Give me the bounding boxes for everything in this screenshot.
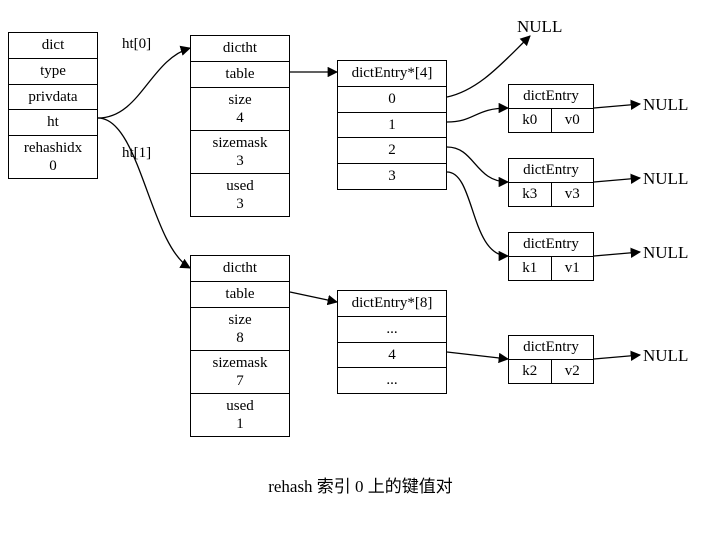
dict-entry-2-title: dictEntry [509, 336, 593, 360]
dictht-1-size: size 8 [191, 308, 289, 351]
rehashidx-label: rehashidx [24, 140, 82, 156]
dict-entry-3: dictEntry k3 v3 [508, 158, 594, 207]
dict-field-privdata: privdata [9, 85, 97, 111]
dict-entry-3-val: v3 [552, 183, 594, 206]
null-label-e2: NULL [643, 346, 688, 366]
null-label-e0: NULL [643, 95, 688, 115]
dictht-0-table: table [191, 62, 289, 88]
dictht-0-size: size 4 [191, 88, 289, 131]
dict-entry-0-title: dictEntry [509, 85, 593, 109]
dict-entry-1-key: k1 [509, 257, 552, 280]
null-label-top: NULL [517, 17, 562, 37]
dict-entry-3-key: k3 [509, 183, 552, 206]
dict-node: dict type privdata ht rehashidx 0 [8, 32, 98, 179]
entry-array-0-title: dictEntry*[4] [338, 61, 446, 87]
dictht-0-title: dictht [191, 36, 289, 62]
dict-entry-1-title: dictEntry [509, 233, 593, 257]
entry-array-0-slot-2: 2 [338, 138, 446, 164]
dict-entry-0: dictEntry k0 v0 [508, 84, 594, 133]
rehashidx-value: 0 [49, 158, 57, 174]
null-label-e1: NULL [643, 243, 688, 263]
dict-entry-1-val: v1 [552, 257, 594, 280]
dict-title: dict [9, 33, 97, 59]
dictht-0-node: dictht table size 4 sizemask 3 used 3 [190, 35, 290, 217]
edge-label-ht1: ht[1] [122, 145, 151, 162]
dict-entry-0-val: v0 [552, 109, 594, 132]
dictht-1-title: dictht [191, 256, 289, 282]
dictht-0-sizemask: sizemask 3 [191, 131, 289, 174]
dictht-1-node: dictht table size 8 sizemask 7 used 1 [190, 255, 290, 437]
dictht-1-table: table [191, 282, 289, 308]
dict-entry-1: dictEntry k1 v1 [508, 232, 594, 281]
null-label-e3: NULL [643, 169, 688, 189]
dict-entry-0-key: k0 [509, 109, 552, 132]
entry-array-1-slot-2: ... [338, 368, 446, 393]
dict-entry-2: dictEntry k2 v2 [508, 335, 594, 384]
dict-entry-3-title: dictEntry [509, 159, 593, 183]
entry-array-1-slot-1: 4 [338, 343, 446, 369]
dict-field-ht: ht [9, 110, 97, 136]
edge-label-ht0: ht[0] [122, 36, 151, 53]
dictht-1-sizemask: sizemask 7 [191, 351, 289, 394]
dict-entry-2-val: v2 [552, 360, 594, 383]
entry-array-1-title: dictEntry*[8] [338, 291, 446, 317]
entry-array-0-slot-1: 1 [338, 113, 446, 139]
entry-array-1-slot-0: ... [338, 317, 446, 343]
entry-array-1-node: dictEntry*[8] ... 4 ... [337, 290, 447, 394]
dictht-1-used: used 1 [191, 394, 289, 436]
dict-entry-2-key: k2 [509, 360, 552, 383]
diagram-canvas: dict type privdata ht rehashidx 0 dictht… [0, 0, 721, 537]
entry-array-0-node: dictEntry*[4] 0 1 2 3 [337, 60, 447, 190]
entry-array-0-slot-3: 3 [338, 164, 446, 189]
entry-array-0-slot-0: 0 [338, 87, 446, 113]
dictht-0-used: used 3 [191, 174, 289, 216]
dict-field-type: type [9, 59, 97, 85]
caption: rehash 索引 0 上的键值对 [0, 472, 721, 497]
dict-field-rehashidx: rehashidx 0 [9, 136, 97, 178]
